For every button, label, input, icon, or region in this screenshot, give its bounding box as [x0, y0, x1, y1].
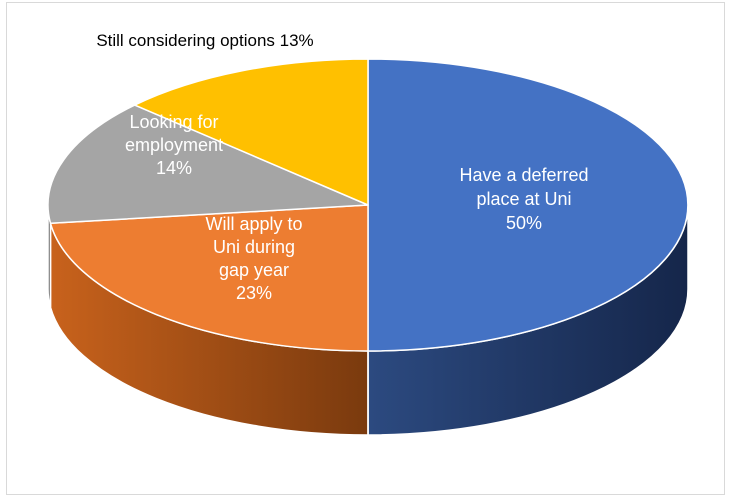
- slice-value-label: 14%: [156, 158, 192, 178]
- slice-label-line: Still considering options 13%: [96, 31, 313, 50]
- slice-label-line: Will apply to: [205, 214, 302, 234]
- slice-label: Looking for employment 14%: [125, 112, 223, 178]
- slice-value-label: 23%: [236, 283, 272, 303]
- slice-label: Will apply to Uni during gap year 23%: [205, 214, 302, 303]
- slice-label-line: Uni during: [213, 237, 295, 257]
- slice-label: Still considering options 13%: [96, 31, 313, 50]
- slice-value-label: 50%: [506, 213, 542, 233]
- slice-label-line: Looking for: [129, 112, 218, 132]
- pie-slice: [133, 58, 369, 206]
- slice-label-line: employment: [125, 135, 223, 155]
- slice-label-line: place at Uni: [476, 189, 571, 209]
- pie-slice: [47, 104, 369, 225]
- slice-label-line: gap year: [219, 260, 289, 280]
- slice-label-line: Have a deferred: [459, 165, 588, 185]
- pie-slice: [367, 58, 689, 352]
- slice-label: Have a deferred place at Uni 50%: [459, 165, 588, 233]
- pie-slice: [49, 204, 369, 352]
